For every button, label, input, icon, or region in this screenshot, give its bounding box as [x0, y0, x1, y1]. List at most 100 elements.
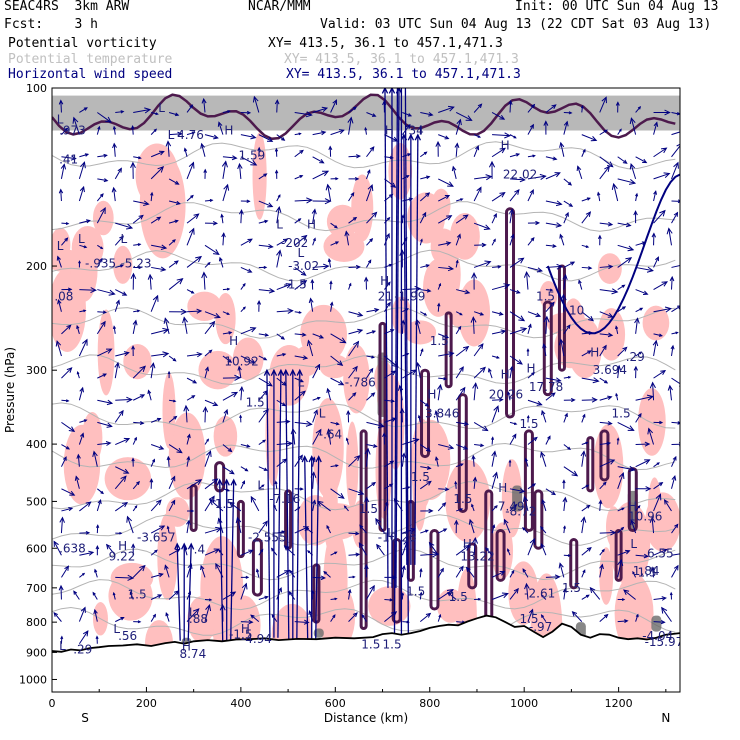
- wind-vector: [545, 222, 563, 228]
- wind-vector-head: [203, 168, 208, 173]
- wind-vector: [150, 362, 156, 379]
- wind-vector: [186, 227, 195, 246]
- wind-vector-head: [94, 568, 98, 573]
- wind-vector-shaft: [150, 549, 158, 556]
- wind-vector-head: [496, 355, 500, 359]
- x-tick-label: 1000: [510, 697, 538, 710]
- wind-vector-head: [660, 369, 667, 375]
- wind-vector-head: [568, 203, 574, 207]
- wind-vector-shaft: [366, 170, 371, 180]
- pv-contour: [429, 529, 440, 611]
- wind-vector-head: [262, 439, 267, 443]
- wind-vector-shaft: [455, 143, 458, 157]
- wind-vector: [348, 575, 356, 579]
- wind-vector-head: [186, 433, 191, 439]
- wind-vector-head: [425, 192, 431, 198]
- wind-vector: [563, 120, 569, 135]
- wind-vector: [366, 584, 375, 600]
- wind-vector-shaft: [258, 466, 268, 471]
- annotation-label: L: [298, 246, 305, 260]
- wind-vector-head: [264, 595, 269, 600]
- wind-vector: [491, 592, 509, 600]
- wind-vector: [509, 311, 526, 322]
- wind-vector: [472, 476, 478, 489]
- wind-vector-head: [72, 116, 79, 124]
- wind-vector: [294, 234, 308, 246]
- wind-vector-head: [627, 245, 635, 252]
- wind-vector: [543, 120, 549, 135]
- wind-vector-shaft: [509, 100, 512, 113]
- wind-vector-head: [188, 161, 195, 169]
- wind-vector: [473, 134, 482, 138]
- wind-vector-head: [204, 366, 210, 372]
- wind-vector-head: [504, 132, 512, 139]
- legend-pv-xy: XY= 413.5, 36.1 to 457.1,471.3: [268, 36, 503, 51]
- wind-vector-shaft: [312, 209, 316, 224]
- wind-vector-shaft: [133, 109, 151, 113]
- wind-vector-shaft: [384, 134, 398, 142]
- wind-vector-head: [246, 444, 251, 448]
- wind-vector-shaft: [150, 525, 165, 534]
- wind-vector-head: [367, 184, 374, 192]
- wind-vector: [312, 237, 316, 246]
- wind-vector-head: [95, 545, 100, 550]
- wind-vector-shaft: [348, 366, 358, 379]
- wind-vector-head: [123, 351, 130, 357]
- wind-vector-shaft: [294, 111, 312, 116]
- wind-vector-shaft: [312, 333, 324, 339]
- wind-vector-shaft: [294, 235, 307, 246]
- wind-vector-head: [550, 392, 556, 397]
- wind-vector: [150, 594, 163, 600]
- wind-vector: [276, 440, 294, 447]
- pv-contour: [523, 429, 534, 533]
- wind-vector: [168, 277, 184, 290]
- wind-vector-head: [296, 368, 303, 376]
- wind-vector-head: [485, 547, 490, 552]
- wind-vector-shaft: [168, 239, 176, 246]
- wind-vector: [491, 405, 500, 423]
- wind-vector: [653, 281, 668, 291]
- wind-vector-shaft: [509, 570, 515, 578]
- wind-vector-head: [381, 88, 389, 94]
- wind-vector-head: [459, 312, 463, 316]
- wind-vector-shaft: [312, 156, 324, 164]
- annotation-label: .973: [59, 124, 86, 138]
- wind-vector: [240, 619, 254, 625]
- wind-vector-shaft: [204, 311, 220, 318]
- wind-vector-shaft: [187, 543, 192, 641]
- wind-vector: [508, 459, 512, 467]
- wind-vector-head: [481, 242, 487, 248]
- wind-vector-shaft: [581, 197, 591, 202]
- wind-vector-head: [347, 588, 352, 594]
- wind-vector: [168, 415, 178, 423]
- wind-vector-head: [603, 613, 609, 619]
- wind-vector-head: [547, 435, 551, 440]
- wind-vector-head: [235, 516, 242, 524]
- wind-vector-head: [152, 613, 156, 618]
- annotation-label: L: [168, 128, 175, 142]
- wind-vector: [258, 520, 268, 534]
- wind-vector: [328, 145, 333, 157]
- wind-vector-shaft: [258, 200, 273, 208]
- wind-vector: [96, 499, 102, 512]
- wind-vector-head: [65, 222, 70, 225]
- wind-vector: [200, 564, 206, 578]
- wind-vector: [74, 475, 80, 489]
- wind-vector: [545, 301, 555, 313]
- wind-vector-head: [280, 336, 286, 340]
- wind-vector: [616, 364, 621, 379]
- wind-vector-head: [298, 311, 302, 314]
- wind-vector: [663, 499, 672, 512]
- annotation-label: 1.5: [453, 492, 472, 506]
- wind-vector: [274, 169, 279, 179]
- annotation-label: L: [257, 479, 264, 493]
- wind-vector-head: [289, 368, 297, 376]
- wind-vector-shaft: [78, 607, 86, 622]
- wind-vector-head: [112, 325, 117, 330]
- wind-vector-head: [543, 315, 550, 323]
- x-tick-label: 800: [419, 697, 440, 710]
- wind-vector-head: [212, 221, 219, 226]
- wind-vector-shaft: [522, 527, 529, 534]
- wind-vector-shaft: [167, 141, 170, 157]
- wind-vector-head: [582, 148, 586, 153]
